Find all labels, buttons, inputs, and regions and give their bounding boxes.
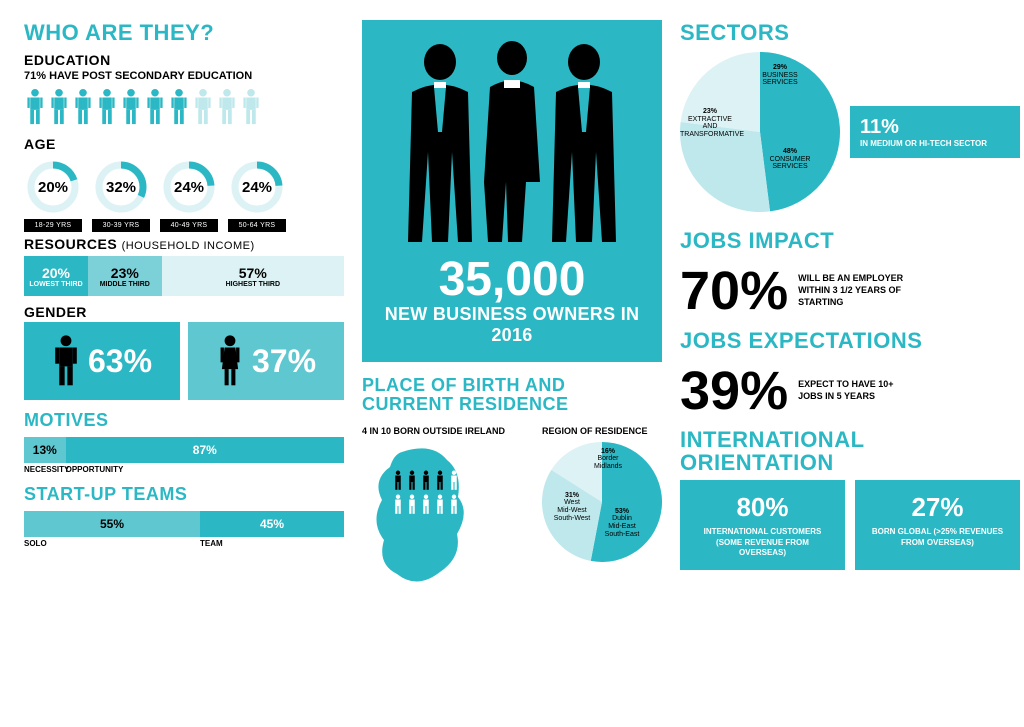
motives-bar: 13%87% [24,437,344,463]
gender-male: 63% [24,322,180,400]
ireland-map [362,442,492,597]
hero-subtitle: NEW BUSINESS OWNERS IN 2016 [372,304,652,346]
age-title: AGE [24,136,344,152]
gender-title: GENDER [24,304,344,320]
center-column: 35,000 NEW BUSINESS OWNERS IN 2016 PLACE… [362,20,662,597]
gender-female: 37% [188,322,344,400]
hitech-pct: 11% [860,116,1010,139]
motives-labels: NECESSITYOPPORTUNITY [24,465,344,474]
hitech-box: 11% IN MEDIUM OR HI-TECH SECTOR [850,106,1020,158]
education-people [24,88,344,126]
education-title: EDUCATION [24,52,344,68]
jobs-impact: 70% WILL BE AN EMPLOYER WITHIN 3 1/2 YEA… [680,264,1020,318]
resources-title: RESOURCES (HOUSEHOLD INCOME) [24,236,344,252]
jobs-impact-pct: 70% [680,264,788,318]
teams-title: START-UP TEAMS [24,484,344,505]
intl-title: INTERNATIONAL ORIENTATION [680,428,1020,474]
jobs-expect: 39% EXPECT TO HAVE 10+ JOBS IN 5 YEARS [680,364,1020,418]
teams-bar: 55%45% [24,511,344,537]
jobs-impact-desc: WILL BE AN EMPLOYER WITHIN 3 1/2 YEARS O… [798,273,928,308]
male-icon [52,334,80,388]
intl-boxes: 80%INTERNATIONAL CUSTOMERS (SOME REVENUE… [680,480,1020,570]
place-of-birth: PLACE OF BIRTH AND CURRENT RESIDENCE 4 I… [362,376,662,597]
age-donuts: 20%18-29 YRS32%30-39 YRS24%40-49 YRS24%5… [24,158,344,232]
right-column: SECTORS 48%CONSUMERSERVICES29%BUSINESSSE… [680,20,1020,597]
female-icon [216,334,244,388]
jobs-impact-title: JOBS IMPACT [680,228,1020,254]
sectors-pie: 48%CONSUMERSERVICES29%BUSINESSSERVICES23… [680,52,840,212]
sectors-title: SECTORS [680,20,1020,46]
pob-right: REGION OF RESIDENCE [542,426,662,436]
hitech-label: IN MEDIUM OR HI-TECH SECTOR [860,139,1010,148]
gender-female-pct: 37% [252,343,316,380]
pob-left: 4 IN 10 BORN OUTSIDE IRELAND [362,426,532,436]
gender-row: 63% 37% [24,322,344,400]
jobs-expect-pct: 39% [680,364,788,418]
gender-male-pct: 63% [88,343,152,380]
hero-number: 35,000 [372,256,652,304]
hero-box: 35,000 NEW BUSINESS OWNERS IN 2016 [362,20,662,362]
resources-bar: 20%LOWEST THIRD23%MIDDLE THIRD57%HIGHEST… [24,256,344,296]
sectors-row: 48%CONSUMERSERVICES29%BUSINESSSERVICES23… [680,52,1020,212]
pob-title: PLACE OF BIRTH AND CURRENT RESIDENCE [362,376,662,414]
left-column: WHO ARE THEY? EDUCATION 71% HAVE POST SE… [24,20,344,597]
jobs-expect-title: JOBS EXPECTATIONS [680,328,1020,354]
teams-labels: SOLOTEAM [24,539,344,548]
motives-title: MOTIVES [24,410,344,431]
silhouettes [372,32,652,252]
education-subtitle: 71% HAVE POST SECONDARY EDUCATION [24,70,344,82]
region-pie: 53%DublinMid-EastSouth-East31%WestMid-We… [542,442,662,562]
jobs-expect-desc: EXPECT TO HAVE 10+ JOBS IN 5 YEARS [798,379,908,402]
who-title: WHO ARE THEY? [24,20,344,46]
